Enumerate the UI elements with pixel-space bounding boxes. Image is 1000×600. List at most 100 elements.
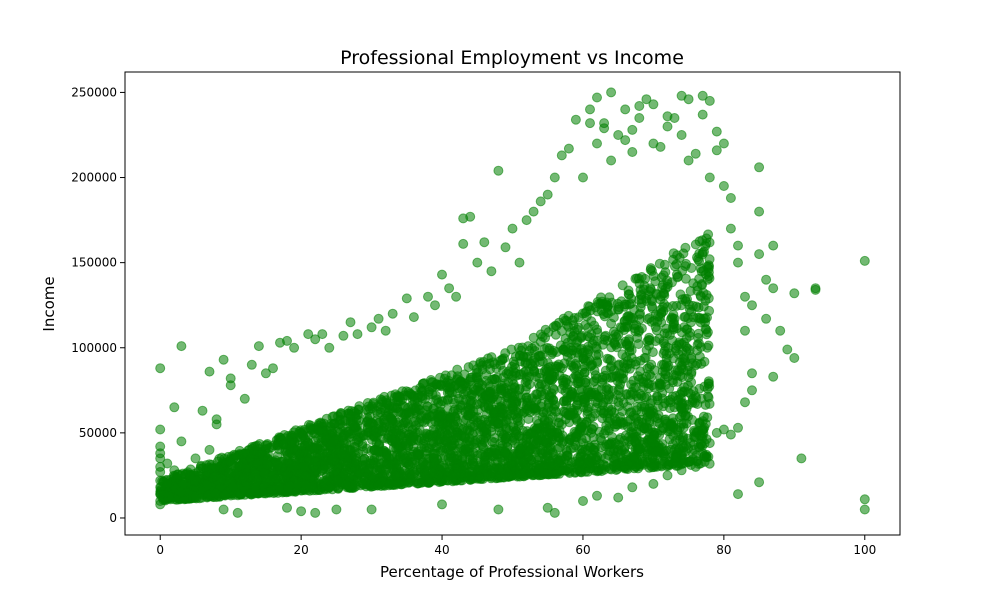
scatter-point bbox=[697, 109, 708, 120]
y-tick-label: 100000 bbox=[71, 341, 117, 355]
scatter-point bbox=[338, 330, 349, 341]
scatter-point bbox=[551, 469, 562, 480]
scatter-point bbox=[668, 309, 679, 320]
scatter-point bbox=[483, 400, 494, 411]
scatter-point bbox=[366, 322, 377, 333]
scatter-point bbox=[408, 312, 419, 323]
scatter-point bbox=[768, 371, 779, 382]
scatter-point bbox=[253, 341, 264, 352]
scatter-point bbox=[599, 118, 610, 129]
scatter-point bbox=[692, 345, 702, 356]
scatter-point bbox=[238, 472, 249, 483]
scatter-point bbox=[391, 470, 402, 481]
scatter-point bbox=[226, 468, 237, 478]
scatter-point bbox=[544, 423, 555, 434]
scatter-point bbox=[683, 94, 694, 105]
scatter-point bbox=[590, 408, 600, 419]
scatter-point bbox=[725, 223, 736, 234]
scatter-point bbox=[392, 478, 403, 489]
scatter-point bbox=[195, 461, 206, 472]
scatter-point bbox=[444, 388, 455, 398]
scatter-point bbox=[796, 453, 807, 464]
scatter-point bbox=[465, 211, 476, 222]
scatter-point bbox=[636, 401, 647, 412]
scatter-point bbox=[592, 138, 602, 149]
scatter-point bbox=[202, 480, 213, 491]
scatter-point bbox=[478, 463, 489, 474]
chart-title: Professional Employment vs Income bbox=[340, 47, 684, 69]
scatter-point bbox=[504, 469, 514, 480]
scatter-point bbox=[445, 378, 456, 389]
scatter-point bbox=[624, 342, 635, 353]
scatter-point bbox=[292, 478, 303, 489]
scatter-point bbox=[668, 421, 678, 432]
scatter-point bbox=[457, 424, 468, 435]
scatter-point bbox=[366, 504, 377, 515]
scatter-point bbox=[472, 257, 483, 268]
scatter-point bbox=[289, 342, 300, 353]
scatter-point bbox=[364, 419, 374, 430]
scatter-point bbox=[328, 435, 339, 446]
scatter-point bbox=[703, 229, 714, 240]
scatter-point bbox=[441, 436, 452, 447]
scatter-point bbox=[718, 138, 729, 149]
x-axis-label: Percentage of Professional Workers bbox=[380, 563, 644, 581]
scatter-point bbox=[176, 341, 187, 352]
scatter-point bbox=[500, 242, 511, 253]
scatter-point bbox=[606, 87, 617, 98]
scatter-point bbox=[603, 384, 614, 395]
x-tick-label: 100 bbox=[853, 543, 876, 557]
scatter-point bbox=[740, 325, 750, 336]
scatter-point bbox=[676, 130, 687, 140]
scatter-point bbox=[592, 490, 602, 501]
scatter-point bbox=[782, 344, 793, 355]
scatter-point bbox=[507, 223, 518, 234]
scatter-point bbox=[403, 477, 414, 488]
scatter-point bbox=[479, 237, 490, 248]
scatter-point bbox=[542, 502, 553, 513]
scatter-point bbox=[698, 301, 709, 312]
scatter-point bbox=[262, 459, 273, 470]
scatter-point bbox=[652, 446, 663, 456]
scatter-point bbox=[548, 345, 559, 356]
scatter-point bbox=[515, 392, 526, 403]
scatter-point bbox=[626, 422, 637, 433]
scatter-point bbox=[306, 481, 317, 492]
scatter-point bbox=[185, 471, 196, 482]
scatter-point bbox=[688, 425, 699, 436]
scatter-point bbox=[190, 453, 201, 464]
scatter-point bbox=[417, 390, 428, 401]
scatter-point bbox=[704, 172, 715, 183]
scatter-point bbox=[740, 397, 750, 408]
scatter-point bbox=[651, 288, 662, 299]
scatter-point bbox=[516, 345, 527, 356]
scatter-point bbox=[700, 269, 711, 280]
scatter-point bbox=[789, 353, 800, 363]
scatter-point bbox=[683, 380, 693, 391]
scatter-point bbox=[485, 386, 496, 397]
scatter-point bbox=[528, 206, 539, 217]
scatter-point bbox=[452, 416, 463, 427]
scatter-point bbox=[536, 430, 547, 441]
scatter-point bbox=[403, 407, 414, 418]
scatter-point bbox=[169, 465, 180, 476]
scatter-point bbox=[350, 442, 361, 452]
scatter-point bbox=[394, 459, 405, 470]
scatter-point bbox=[613, 492, 624, 503]
scatter-point bbox=[176, 487, 187, 498]
scatter-point bbox=[649, 430, 660, 441]
scatter-point bbox=[468, 405, 479, 416]
scatter-point bbox=[570, 114, 581, 125]
scatter-point bbox=[648, 99, 659, 110]
scatter-point bbox=[262, 448, 273, 459]
scatter-point bbox=[600, 331, 610, 342]
scatter-point bbox=[190, 492, 201, 503]
scatter-point bbox=[465, 419, 476, 430]
scatter-point bbox=[291, 460, 302, 471]
scatter-point bbox=[310, 507, 321, 518]
scatter-point bbox=[282, 502, 292, 513]
scatter-point bbox=[497, 355, 508, 366]
scatter-point bbox=[659, 290, 670, 301]
x-tick-label: 0 bbox=[156, 543, 164, 557]
